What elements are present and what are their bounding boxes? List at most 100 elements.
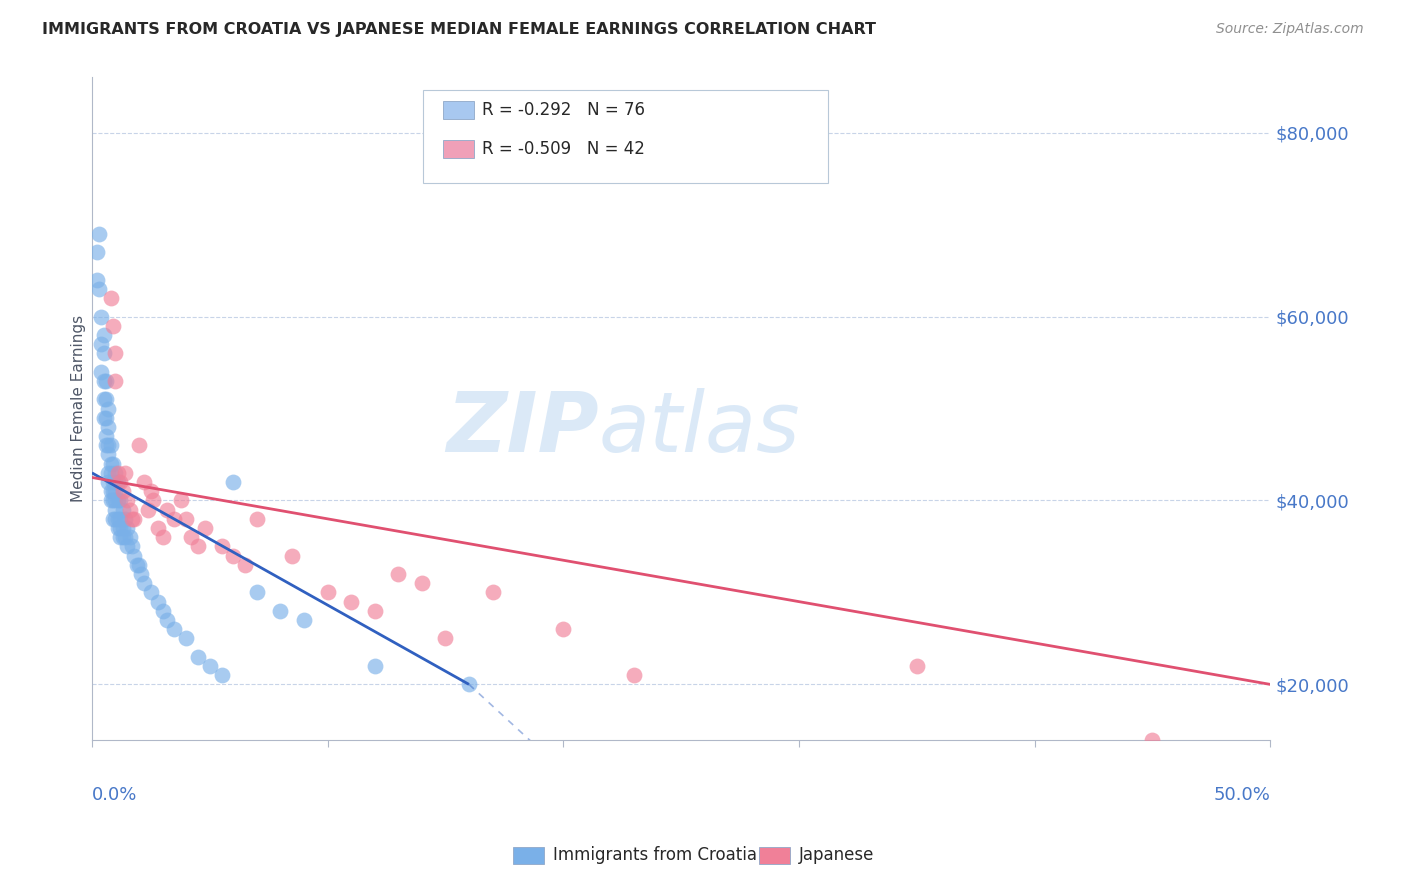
Point bbox=[107, 521, 129, 535]
Point bbox=[434, 632, 457, 646]
Point bbox=[387, 567, 409, 582]
Point bbox=[93, 410, 115, 425]
Point bbox=[90, 365, 112, 379]
Point bbox=[110, 512, 132, 526]
Text: atlas: atlas bbox=[599, 388, 800, 469]
Point bbox=[87, 282, 110, 296]
Point bbox=[100, 466, 122, 480]
Text: IMMIGRANTS FROM CROATIA VS JAPANESE MEDIAN FEMALE EARNINGS CORRELATION CHART: IMMIGRANTS FROM CROATIA VS JAPANESE MEDI… bbox=[42, 22, 876, 37]
Point bbox=[104, 374, 127, 388]
Point bbox=[94, 438, 117, 452]
Point bbox=[101, 457, 124, 471]
Point bbox=[97, 475, 120, 489]
Point bbox=[132, 576, 155, 591]
Point bbox=[110, 493, 132, 508]
Point bbox=[101, 484, 124, 499]
Point bbox=[100, 484, 122, 499]
Point bbox=[128, 438, 150, 452]
Point bbox=[152, 530, 174, 544]
Point bbox=[180, 530, 202, 544]
Point bbox=[246, 585, 269, 599]
Text: R = -0.292   N = 76: R = -0.292 N = 76 bbox=[482, 101, 645, 119]
Point bbox=[138, 502, 160, 516]
Point bbox=[104, 512, 127, 526]
Point bbox=[93, 346, 115, 360]
Point bbox=[104, 502, 127, 516]
Point bbox=[905, 659, 928, 673]
Point bbox=[211, 668, 233, 682]
Text: 50.0%: 50.0% bbox=[1213, 786, 1270, 804]
Point bbox=[623, 668, 645, 682]
Point bbox=[124, 512, 146, 526]
Point bbox=[411, 576, 433, 591]
Point bbox=[152, 604, 174, 618]
Point bbox=[118, 502, 141, 516]
Point bbox=[187, 649, 209, 664]
Point bbox=[97, 401, 120, 416]
Text: Source: ZipAtlas.com: Source: ZipAtlas.com bbox=[1216, 22, 1364, 37]
Point bbox=[187, 540, 209, 554]
Point bbox=[131, 567, 153, 582]
Point bbox=[111, 484, 134, 499]
Point bbox=[94, 410, 117, 425]
Point bbox=[364, 659, 387, 673]
Point bbox=[101, 493, 124, 508]
Point bbox=[114, 530, 136, 544]
Point bbox=[107, 475, 129, 489]
Point bbox=[100, 438, 122, 452]
Point bbox=[86, 245, 108, 260]
Point bbox=[94, 392, 117, 407]
Point bbox=[97, 466, 120, 480]
Point bbox=[114, 512, 136, 526]
Point bbox=[110, 530, 132, 544]
Point bbox=[97, 438, 120, 452]
Point bbox=[107, 466, 129, 480]
Point bbox=[316, 585, 339, 599]
Point bbox=[86, 273, 108, 287]
Point bbox=[104, 466, 127, 480]
Point bbox=[292, 613, 315, 627]
Point bbox=[111, 521, 134, 535]
Point bbox=[458, 677, 481, 691]
Point bbox=[110, 475, 132, 489]
Point bbox=[269, 604, 291, 618]
Point bbox=[121, 512, 143, 526]
Point bbox=[553, 622, 575, 636]
Point bbox=[94, 374, 117, 388]
Point bbox=[146, 521, 169, 535]
Point bbox=[222, 549, 245, 563]
Point bbox=[101, 318, 124, 333]
Point bbox=[90, 337, 112, 351]
Point bbox=[107, 512, 129, 526]
Point bbox=[174, 512, 197, 526]
Point bbox=[111, 530, 134, 544]
Point bbox=[94, 429, 117, 443]
Point bbox=[222, 475, 245, 489]
Point bbox=[104, 484, 127, 499]
Point bbox=[90, 310, 112, 324]
Point bbox=[364, 604, 387, 618]
Text: Japanese: Japanese bbox=[799, 847, 875, 864]
Point bbox=[97, 420, 120, 434]
Point bbox=[104, 346, 127, 360]
Point bbox=[194, 521, 217, 535]
Point bbox=[156, 502, 179, 516]
Y-axis label: Median Female Earnings: Median Female Earnings bbox=[72, 315, 86, 502]
Point bbox=[198, 659, 221, 673]
Point bbox=[111, 502, 134, 516]
Point bbox=[481, 585, 503, 599]
Point bbox=[246, 512, 269, 526]
Point bbox=[156, 613, 179, 627]
Point bbox=[340, 594, 363, 608]
Point bbox=[146, 594, 169, 608]
Text: Immigrants from Croatia: Immigrants from Croatia bbox=[553, 847, 756, 864]
Point bbox=[281, 549, 304, 563]
Point bbox=[101, 512, 124, 526]
Point bbox=[132, 475, 155, 489]
Point bbox=[93, 374, 115, 388]
Text: ZIP: ZIP bbox=[446, 388, 599, 469]
Point bbox=[163, 622, 186, 636]
Point bbox=[1142, 732, 1164, 747]
Point bbox=[124, 549, 146, 563]
Point bbox=[107, 493, 129, 508]
